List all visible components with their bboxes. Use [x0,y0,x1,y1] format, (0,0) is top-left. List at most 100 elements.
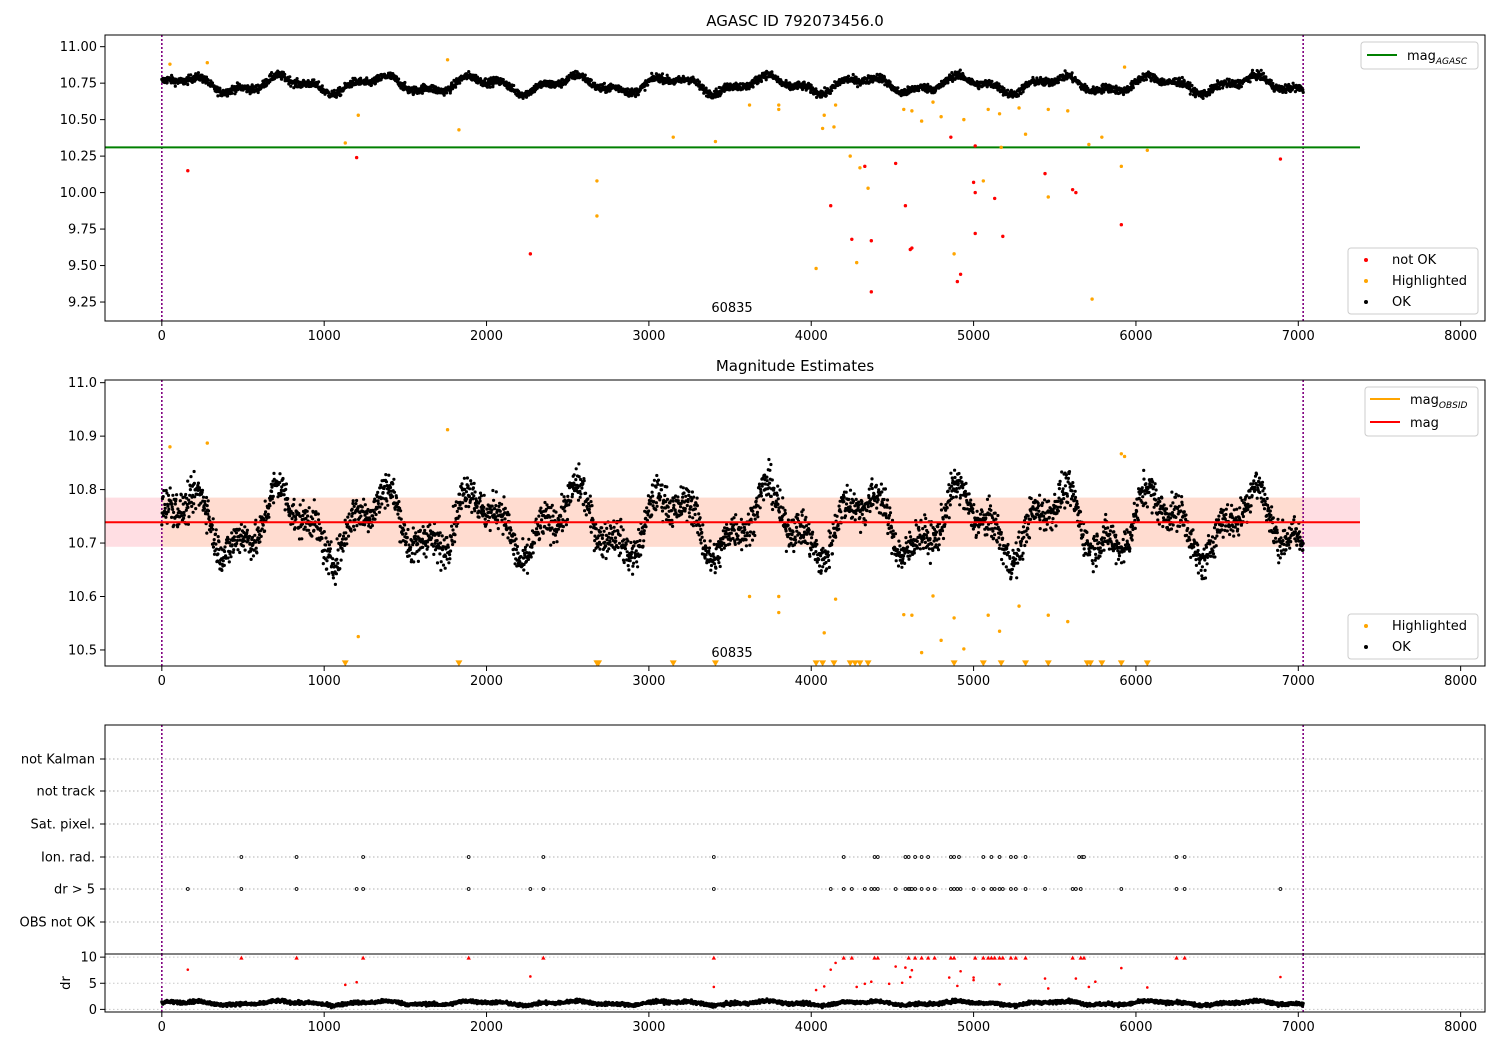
panel1-point [205,61,209,65]
panel1-point [833,103,838,107]
panel2-ok-point [171,493,175,497]
panel2-ok-point [455,509,459,513]
panel2-ok-point [200,488,205,492]
panel1-point [747,103,752,107]
panel1-ok-point [218,89,222,93]
panel2-ok-point [588,494,592,498]
panel2-ok-point [632,561,636,565]
panel1-ok-point [665,73,669,77]
panel2-ok-point [322,530,326,534]
panel2-ok-point [631,564,635,568]
ok-legend-label: OK [1392,295,1411,310]
agasc-magnitude-panel: AGASC ID 792073456.0 0 1000 2000 3000 4000 50… [60,12,1486,344]
panel1-ok-point [200,73,204,77]
panel2-ok-point [642,529,646,533]
panel2-ok-point [220,568,224,573]
panel1-ok-point [186,82,190,87]
panel2-ok-point [307,528,311,532]
panel1-ok-point [958,68,962,72]
panel2-ok-point [453,503,457,507]
panel1-ok-point [488,85,492,89]
panel2-ok-point [438,531,442,535]
panel2-ok-point [306,514,310,518]
panel2-ok-point [383,506,387,510]
panel2-ok-point [164,515,168,519]
panel2-ok-point [485,507,489,511]
panel1-point [971,180,976,185]
panel2-ok-point [192,481,196,485]
panel1-ok-point [888,80,892,84]
panel2-ok-point [477,515,481,519]
panel2-ok-point [642,531,646,536]
panel2-ok-point [335,557,339,561]
panel2-ok-point [632,544,636,548]
panel2-ok-point [582,503,586,507]
panel1-plot-area: 0 1000 2000 3000 4000 5000 6000 7000 80009.259.5… [60,35,1477,344]
panel2-ok-point [420,537,424,541]
panel1-ok-point [1188,92,1192,96]
panel2-ok-point [465,497,469,501]
panel1-ok-point [450,81,454,85]
panel1-ok-point [1144,78,1148,82]
panel1-title: AGASC ID 792073456.0 [706,12,884,30]
panel2-ok-point [307,506,311,510]
panel2-ok-point [239,522,243,527]
panel2-ok-point [366,530,370,534]
panel2-ok-point [527,537,531,541]
panel2-ok-point [569,499,573,503]
panel2-ok-point [166,504,170,508]
panel2-ok-point [421,545,425,549]
panel2-ok-point [249,557,253,562]
panel2-ok-point [284,482,288,486]
panel2-ok-point [623,547,628,551]
panel1-point [919,119,924,123]
panel2-ok-point [450,524,454,528]
panel1-ok-point [204,75,209,79]
panel1-point [356,113,360,117]
panel2-ok-point [462,476,466,480]
panel1-ok-point [420,91,424,95]
panel2-ok-point [449,535,453,539]
panel2-ok-point [404,540,408,544]
panel1-point [986,107,990,112]
panel1-ok-point [1131,86,1135,90]
panel2-ok-point [328,547,332,551]
panel1-ok-point [295,77,299,81]
panel2-ok-point [174,497,178,501]
panel1-ok-point [1269,79,1273,83]
panel2-ok-point [175,493,179,497]
panel2-ok-point [648,502,653,506]
panel2-ok-point [469,479,473,483]
panel1-ok-point [1021,90,1025,94]
panel2-ok-point [346,515,350,519]
panel1-xtick-label-0: 0 [158,329,166,344]
panel1-point [1046,195,1050,199]
panel1-ok-point [977,87,981,91]
panel1-point [992,196,997,201]
panel1-ok-point [770,70,774,74]
panel2-ok-point [570,492,575,496]
panel2-ok-point [562,495,566,499]
panel1-point [186,169,190,173]
panel2-ok-point [409,545,413,550]
panel1-point [1278,157,1283,161]
panel2-ok-point [268,504,272,508]
panel2-ok-point [621,528,625,532]
panel2-ok-point [206,512,210,516]
panel1-point [893,161,898,166]
panel2-ok-point [349,529,353,533]
panel2-ok-point [237,527,241,531]
panel2-ok-point [254,546,258,550]
panel2-ok-point [601,555,605,559]
panel2-ok-point [376,490,380,494]
panel2-ok-point [211,517,215,521]
panel2-ok-point [344,537,348,541]
panel2-ok-point [501,532,505,536]
panel2-ok-point [176,525,180,529]
panel2-ok-point [414,531,418,535]
panel2-ok-point [221,559,225,563]
panel2-ok-point [293,526,297,530]
panel1-ok-point [332,88,336,92]
panel2-ok-point [579,492,583,496]
panel2-ok-point [233,538,237,542]
